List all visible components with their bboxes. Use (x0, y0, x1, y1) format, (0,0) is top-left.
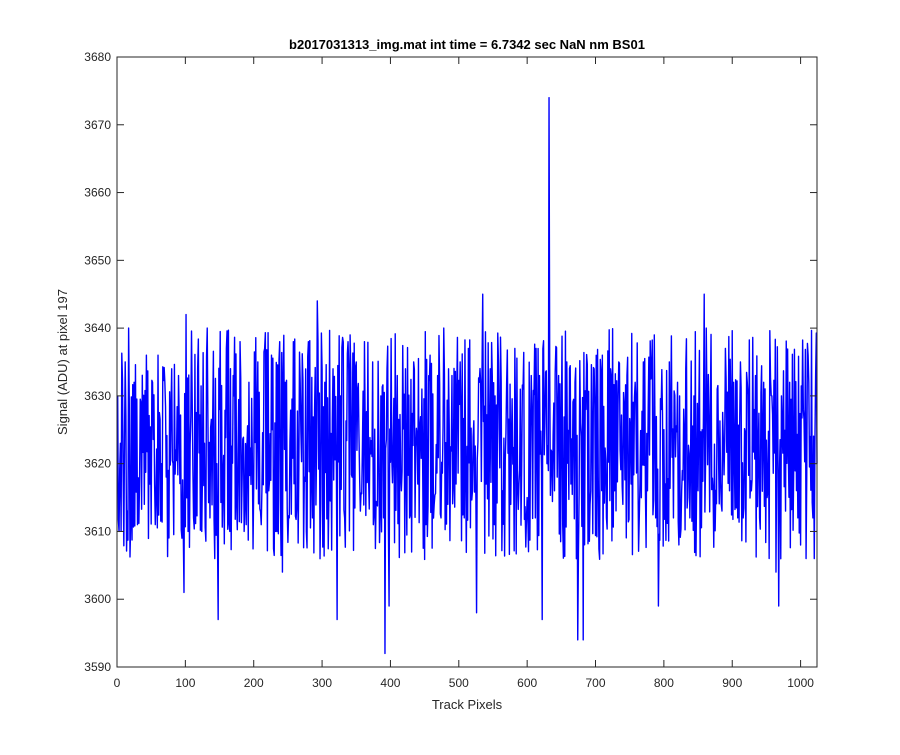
x-tick-label: 0 (114, 676, 121, 690)
y-tick-label: 3680 (84, 50, 111, 64)
x-tick-label: 300 (312, 676, 332, 690)
y-tick-label: 3590 (84, 660, 111, 674)
y-tick-label: 3660 (84, 186, 111, 200)
x-tick-label: 500 (449, 676, 469, 690)
x-tick-label: 100 (175, 676, 195, 690)
y-axis-label: Signal (ADU) at pixel 197 (55, 289, 70, 435)
chart-title: b2017031313_img.mat int time = 6.7342 se… (289, 37, 645, 52)
x-tick-label: 900 (722, 676, 742, 690)
y-tick-label: 3650 (84, 253, 111, 267)
y-tick-label: 3600 (84, 592, 111, 606)
y-tick-label: 3620 (84, 457, 111, 471)
y-tick-label: 3630 (84, 389, 111, 403)
x-tick-label: 800 (654, 676, 674, 690)
series-line (116, 96, 818, 655)
x-axis-ticks: 0 100 200 300 400 500 600 700 800 900 1000 (114, 57, 814, 690)
y-axis-ticks: 3590 3600 3610 3620 3630 3640 3650 3660 3670 3680 (84, 50, 817, 674)
axes-box (116, 56, 818, 668)
x-tick-label: 400 (380, 676, 400, 690)
y-tick-label: 3610 (84, 524, 111, 538)
x-tick-label: 200 (244, 676, 264, 690)
plot-area (117, 57, 817, 667)
y-tick-label: 3640 (84, 321, 111, 335)
x-tick-label: 700 (586, 676, 606, 690)
x-axis-label: Track Pixels (432, 697, 503, 712)
series-layer (116, 96, 818, 655)
x-tick-label: 600 (517, 676, 537, 690)
x-tick-label: 1000 (787, 676, 814, 690)
y-tick-label: 3670 (84, 118, 111, 132)
